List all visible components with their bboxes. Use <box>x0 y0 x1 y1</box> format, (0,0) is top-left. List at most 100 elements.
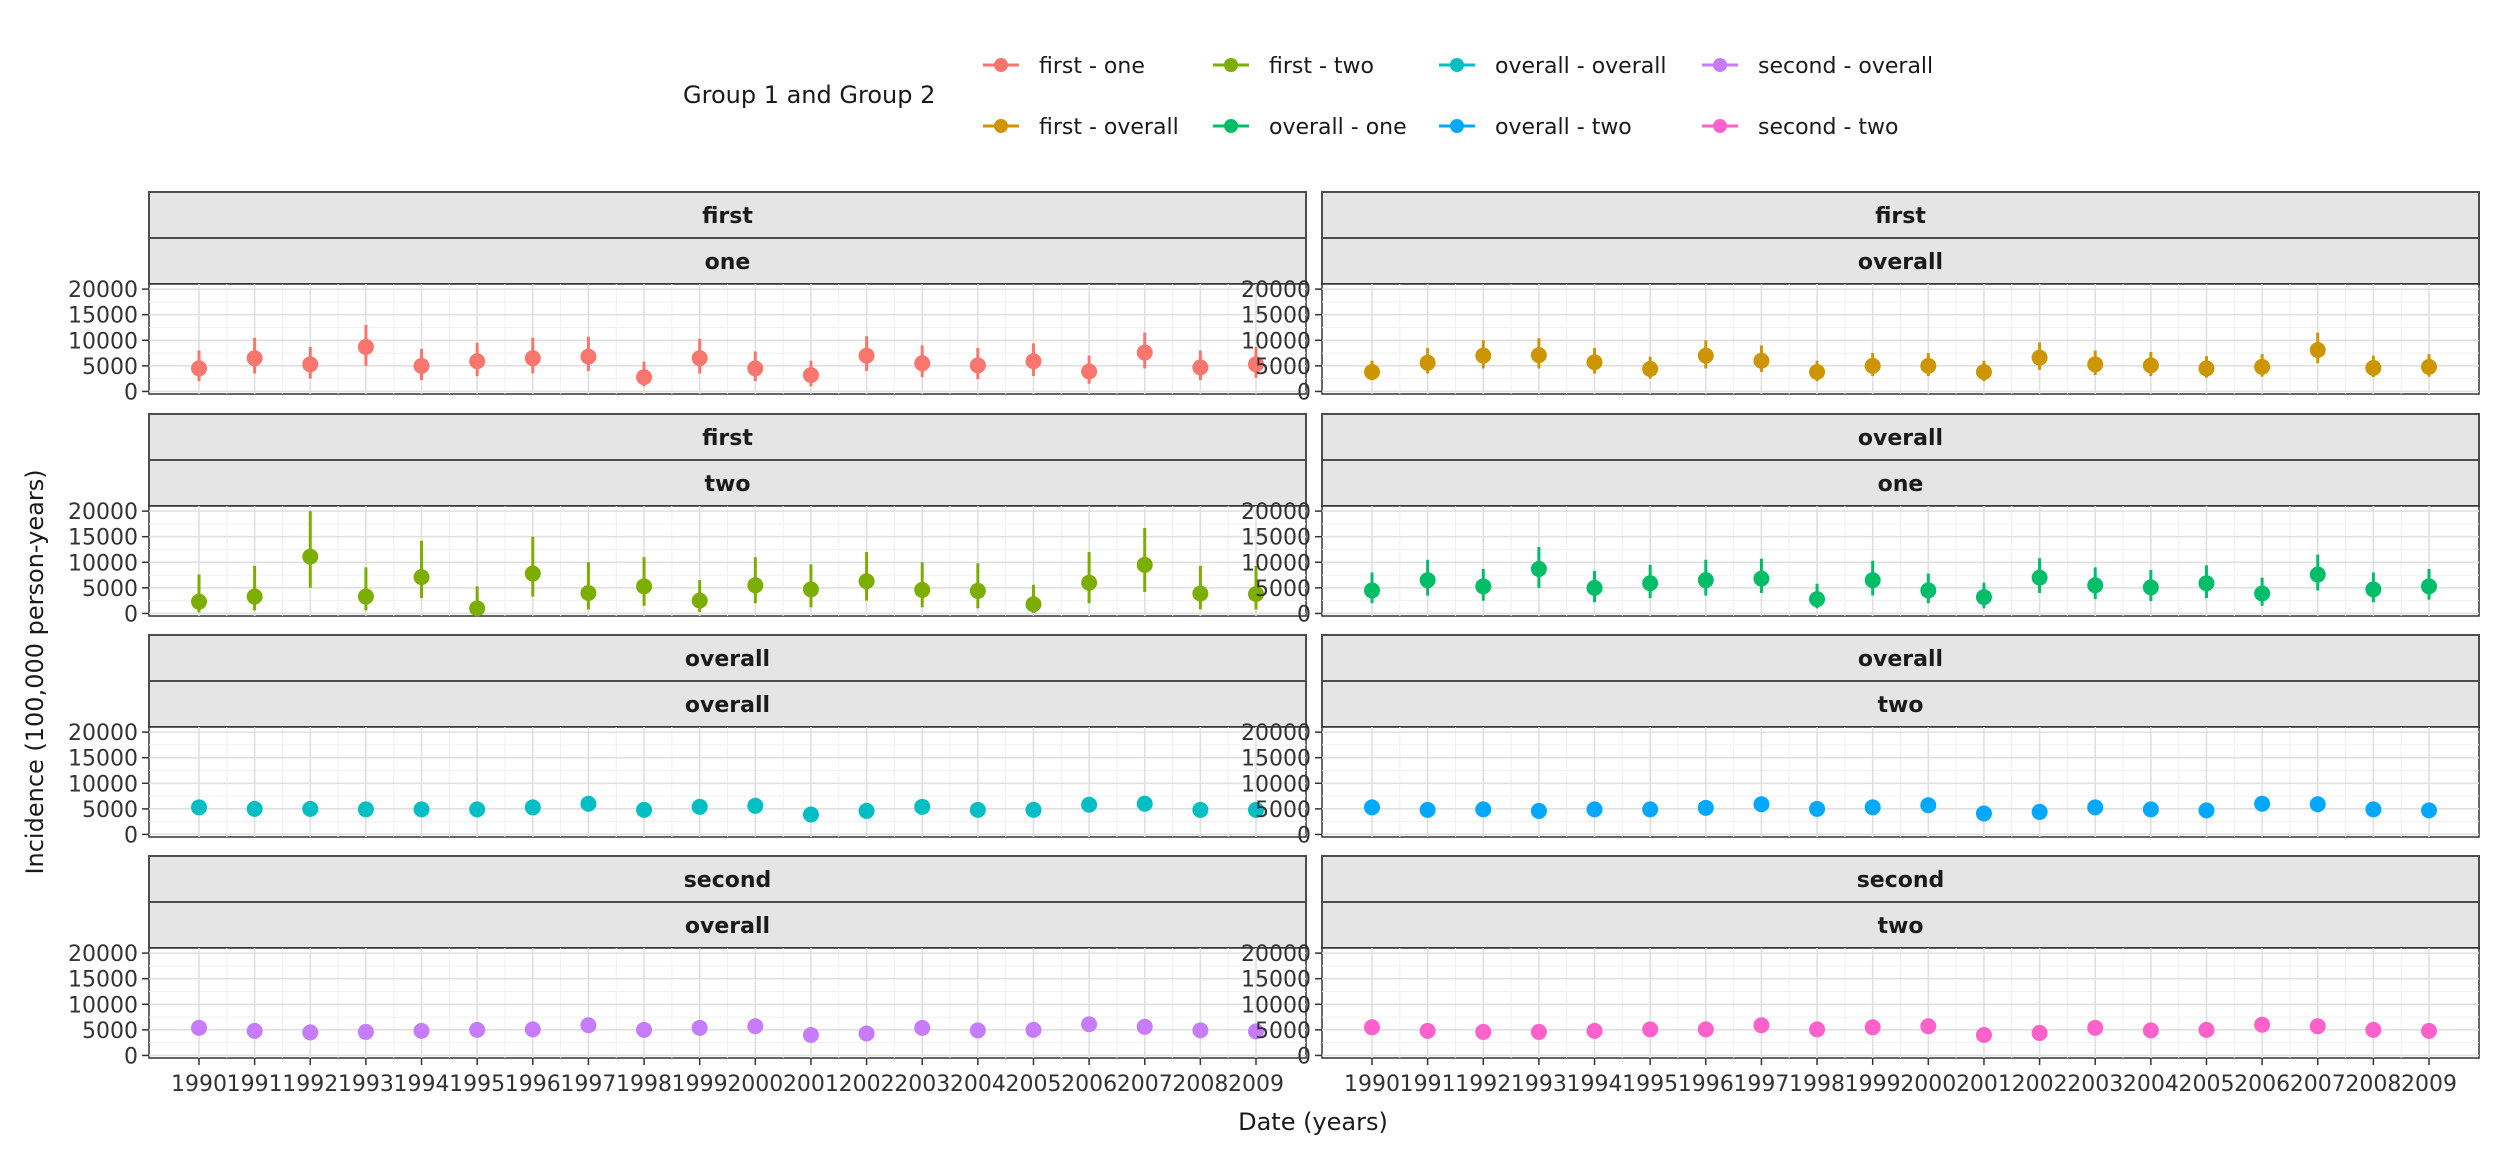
legend-label: first - two <box>1269 54 1374 79</box>
data-point <box>1419 354 1436 371</box>
data-point <box>1475 1023 1492 1040</box>
facet-strip-label: overall <box>1858 250 1943 275</box>
x-tick-label: 2004 <box>2123 1072 2179 1097</box>
y-tick-label: 5000 <box>1255 798 1311 823</box>
data-point <box>1809 1021 1826 1038</box>
facet-strip-label: two <box>1878 914 1924 939</box>
data-point <box>302 548 319 565</box>
facet-strip-label: one <box>1878 472 1924 497</box>
data-point <box>1864 799 1881 816</box>
x-tick-label: 1999 <box>1845 1072 1901 1097</box>
data-point <box>2142 579 2159 596</box>
legend-label: overall - two <box>1495 115 1632 140</box>
facet-strip-label: first <box>702 426 753 451</box>
x-tick-label: 2009 <box>2401 1072 2457 1097</box>
data-point <box>914 581 931 598</box>
y-tick-label: 0 <box>1297 602 1311 627</box>
facet-strip-label: overall <box>1858 426 1943 451</box>
data-point <box>2254 585 2271 602</box>
legend-label: second - two <box>1758 115 1898 140</box>
data-point <box>636 801 653 818</box>
facet-strip-label: overall <box>1858 647 1943 672</box>
data-point <box>1975 589 1992 606</box>
data-point <box>357 801 374 818</box>
facet-strip <box>148 901 1307 949</box>
data-point <box>191 360 207 377</box>
data-point <box>1475 578 1492 595</box>
x-tick-label: 1993 <box>338 1072 394 1097</box>
x-tick-label: 2007 <box>1117 1072 1173 1097</box>
legend-item: first - overall <box>983 115 1179 140</box>
facet-strip-label: two <box>1878 693 1924 718</box>
data-point <box>1920 797 1937 814</box>
data-point <box>1025 353 1042 370</box>
data-point <box>1364 364 1380 380</box>
data-point <box>2031 569 2048 586</box>
x-tick-label: 1992 <box>282 1072 338 1097</box>
facet-strip-label: two <box>705 472 751 497</box>
data-point <box>2421 802 2437 819</box>
data-point <box>802 1026 819 1043</box>
data-point <box>636 578 653 595</box>
facet-strip-label: second <box>1857 868 1945 893</box>
x-tick-label: 2009 <box>1228 1072 1284 1097</box>
data-point <box>1248 1023 1264 1040</box>
data-point <box>1697 572 1714 589</box>
y-tick-label: 15000 <box>1241 526 1311 551</box>
legend-item: overall - one <box>1213 115 1407 140</box>
x-tick-label: 1995 <box>449 1072 505 1097</box>
data-point <box>580 1017 597 1034</box>
data-point <box>1586 801 1603 818</box>
x-tick-label: 1996 <box>505 1072 561 1097</box>
y-tick-label: 15000 <box>68 304 138 329</box>
data-point <box>1530 560 1547 577</box>
data-point <box>1248 801 1264 818</box>
y-tick-label: 0 <box>1297 380 1311 405</box>
legend-item: overall - overall <box>1439 54 1666 79</box>
data-point <box>1419 1022 1436 1039</box>
data-point <box>1864 1019 1881 1036</box>
legend-key-point <box>994 119 1008 133</box>
y-tick-label: 0 <box>124 1044 138 1069</box>
y-tick-label: 20000 <box>1241 721 1311 746</box>
data-point <box>969 1022 986 1039</box>
data-point <box>2087 356 2104 373</box>
legend-item: overall - two <box>1439 115 1632 140</box>
data-point <box>469 353 486 370</box>
y-tick-label: 10000 <box>68 329 138 354</box>
data-point <box>2365 581 2382 598</box>
x-axis-title: Date (years) <box>1238 1108 1388 1136</box>
y-tick-label: 0 <box>124 380 138 405</box>
data-point <box>1419 801 1436 818</box>
data-point <box>2365 801 2382 818</box>
data-point <box>1697 799 1714 816</box>
data-point <box>691 350 708 367</box>
y-tick-label: 10000 <box>1241 993 1311 1018</box>
data-point <box>1809 800 1826 817</box>
data-point <box>747 1018 764 1035</box>
data-point <box>2142 357 2159 374</box>
x-tick-label: 1998 <box>1789 1072 1845 1097</box>
data-point <box>1642 801 1659 818</box>
data-point <box>1753 352 1770 369</box>
facet-strip <box>1321 855 2480 903</box>
data-point <box>357 1023 374 1040</box>
legend-title: Group 1 and Group 2 <box>683 81 935 109</box>
data-point <box>580 348 597 365</box>
y-tick-label: 0 <box>1297 1044 1311 1069</box>
legend-label: second - overall <box>1758 54 1933 79</box>
legend-key-point <box>1450 58 1464 72</box>
facet-strip <box>148 680 1307 728</box>
data-point <box>1419 572 1436 589</box>
x-tick-label: 2006 <box>2234 1072 2290 1097</box>
data-point <box>691 592 708 609</box>
data-point <box>858 573 875 590</box>
data-point <box>2365 1021 2382 1038</box>
y-tick-label: 5000 <box>1255 1019 1311 1044</box>
data-point <box>1530 347 1547 364</box>
data-point <box>1586 579 1603 596</box>
data-point <box>1586 354 1603 371</box>
